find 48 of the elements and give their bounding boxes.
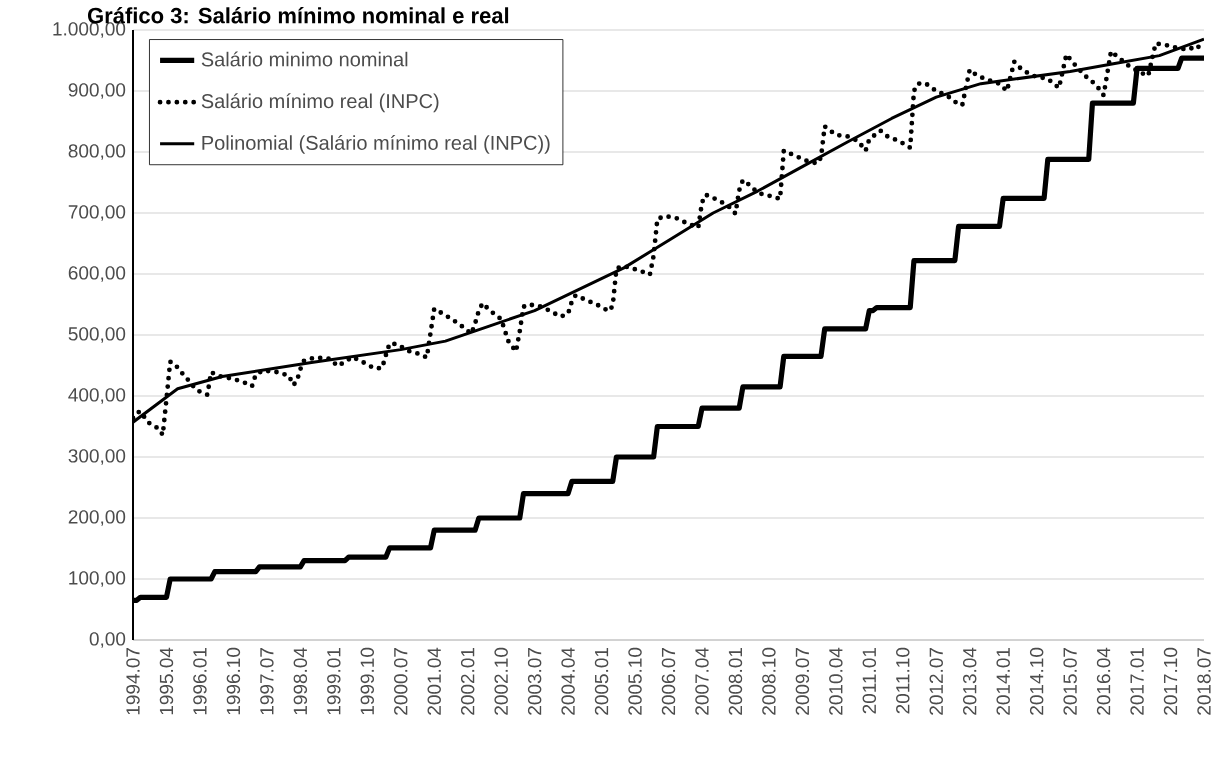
x-tick-label: 2017.10: [1163, 647, 1178, 715]
y-tick-label: 300,00: [68, 449, 126, 465]
x-tick-label: 1996.10: [226, 647, 241, 715]
x-tick-label: 2007.04: [695, 647, 709, 715]
y-tick-label: 400,00: [68, 388, 126, 404]
x-tick-label: 2013.04: [962, 647, 977, 715]
x-tick-label: 2011.10: [896, 647, 910, 714]
x-tick-label: 1995.04: [159, 647, 174, 715]
y-tick-label: 500,00: [68, 327, 126, 343]
x-tick-label: 2006.07: [661, 648, 676, 715]
y-tick-label: 0,00: [89, 632, 126, 648]
y-tick-label: 200,00: [68, 510, 126, 526]
y-tick-label: 100,00: [69, 571, 126, 587]
x-tick-label: 2017.01: [1130, 648, 1144, 715]
x-tick-label: 2016.04: [1096, 647, 1111, 715]
x-tick-label: 2011.01: [862, 648, 877, 714]
y-tick-label: 1.000,00: [53, 22, 126, 38]
y-tick-label: 700,00: [68, 205, 126, 221]
x-tick-label: 2001.04: [427, 647, 441, 715]
x-tick-label: 2008.10: [762, 647, 776, 715]
x-tick-label: 1998.04: [293, 647, 308, 715]
x-tick-label: 1999.01: [327, 648, 341, 715]
x-tick-label: 2000.07: [394, 648, 408, 715]
x-tick-label: 2003.07: [527, 648, 542, 715]
x-tick-label: 1997.07: [260, 648, 274, 715]
legend-label: Salário minimo nominal: [201, 51, 408, 67]
x-tick-label: 2004.04: [561, 647, 575, 715]
x-tick-label: 2014.10: [1029, 647, 1044, 715]
x-tick-label: 1994.07: [126, 648, 140, 715]
x-tick-label: 2002.01: [460, 648, 475, 715]
x-tick-label: 1996.01: [193, 648, 207, 715]
x-tick-label: 2014.01: [996, 648, 1010, 715]
x-tick-label: 2012.07: [929, 648, 943, 715]
x-tick-label: 2002.10: [494, 647, 508, 715]
y-tick-label: 900,00: [68, 83, 126, 99]
x-tick-label: 2009.07: [795, 648, 810, 715]
legend-label: Polinomial (Salário mínimo real (INPC)): [202, 134, 550, 154]
y-tick-label: 800,00: [68, 144, 126, 160]
x-tick-label: 2015.07: [1063, 648, 1077, 715]
y-tick-label: 600,00: [68, 266, 126, 282]
x-tick-label: 2008.01: [728, 648, 743, 715]
x-tick-label: 2005.10: [628, 647, 642, 715]
legend-label: Salário mínimo real (INPC): [201, 93, 439, 113]
x-tick-label: 1999.10: [360, 647, 375, 715]
x-tick-label: 2010.04: [829, 647, 843, 715]
x-tick-label: 2005.01: [594, 648, 609, 715]
chart-title: Gráfico 3: Salário mínimo nominal e real: [87, 7, 509, 24]
x-tick-label: 2018.07: [1197, 648, 1211, 715]
